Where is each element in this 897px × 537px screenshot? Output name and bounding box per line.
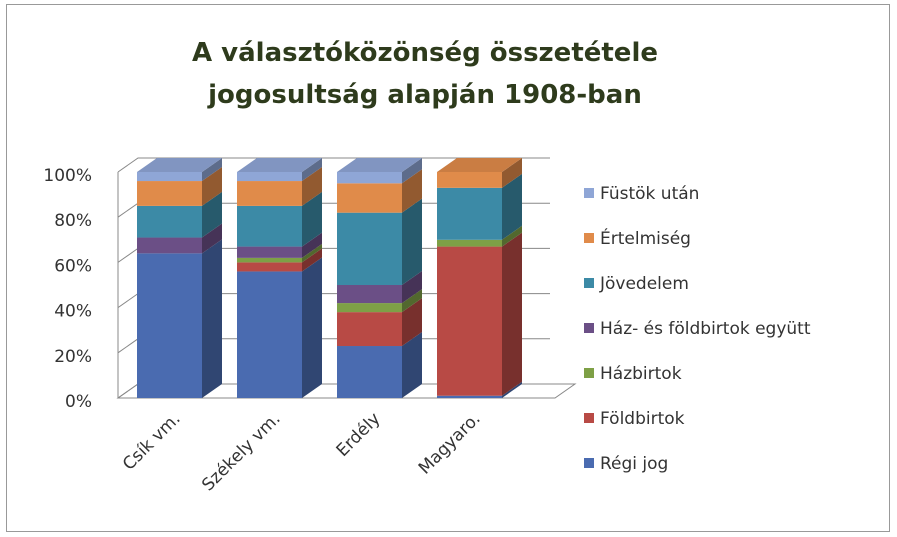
legend-swatch <box>584 188 594 198</box>
legend-label: Régi jog <box>600 454 668 474</box>
bar-segment <box>437 172 502 188</box>
bar-segment <box>437 395 502 398</box>
y-tick-label: 20% <box>54 347 92 367</box>
legend-swatch <box>584 368 594 378</box>
bar-side <box>502 225 522 247</box>
bar-segment <box>337 285 402 304</box>
bar-side <box>502 158 522 188</box>
bar-side <box>302 167 322 206</box>
bar-top <box>437 158 522 172</box>
bar-segment <box>437 187 502 240</box>
bar-side <box>302 158 322 182</box>
bar-side <box>202 223 222 254</box>
x-tick-label: Székely vm. <box>198 409 284 495</box>
bar-segment <box>437 239 502 247</box>
bar-segment <box>237 262 302 272</box>
chart-title: A választóközönség összetétele jogosults… <box>191 38 658 110</box>
legend-label: Füstök után <box>600 184 699 204</box>
x-tick-label: Csík vm. <box>119 409 185 475</box>
chart-frame <box>6 4 890 532</box>
bar-side <box>302 243 322 263</box>
bar-segment <box>337 303 402 313</box>
bar-side <box>402 158 422 184</box>
y-tick-label: 60% <box>54 256 92 276</box>
legend-swatch <box>584 233 594 243</box>
bar-side <box>402 332 422 398</box>
legend-label: Ház- és földbirtok együtt <box>600 319 811 339</box>
bar-top <box>137 158 222 172</box>
x-tick-label: Magyaro. <box>415 409 485 479</box>
bar-segment <box>237 172 302 182</box>
legend-label: Házbirtok <box>600 364 682 384</box>
y-tick-label: 100% <box>43 166 92 186</box>
bar-segment <box>137 237 202 254</box>
bar-segment <box>137 181 202 206</box>
bar-segment <box>137 253 202 398</box>
bar-segment <box>237 181 302 206</box>
bar-side <box>402 289 422 313</box>
legend-swatch <box>584 323 594 333</box>
bar-side <box>402 169 422 213</box>
bar-side <box>202 158 222 182</box>
bar-side <box>502 381 522 398</box>
y-tick-label: 80% <box>54 211 92 231</box>
bar-side <box>302 191 322 247</box>
bar-segment <box>237 257 302 263</box>
bar-side <box>402 298 422 347</box>
bar-side <box>302 232 322 258</box>
bar-segment <box>237 246 302 258</box>
bar-segment <box>237 271 302 398</box>
bar-side <box>502 232 522 396</box>
legend-swatch <box>584 413 594 423</box>
legend-swatch <box>584 278 594 288</box>
bar-side <box>202 239 222 398</box>
bar-side <box>402 271 422 304</box>
bar-segment <box>337 183 402 213</box>
bar-side <box>402 198 422 285</box>
bar-segment <box>137 205 202 238</box>
y-tick-label: 0% <box>65 392 92 412</box>
legend-label: Értelmiség <box>600 227 691 249</box>
bar-side <box>202 191 222 238</box>
bar-segment <box>437 246 502 396</box>
bar-top <box>237 158 322 172</box>
y-tick-label: 40% <box>54 302 92 322</box>
x-tick-label: Erdély <box>333 409 385 461</box>
bar-segment <box>337 212 402 285</box>
legend-label: Földbirtok <box>600 409 685 429</box>
bar-side <box>502 173 522 240</box>
bar-segment <box>237 205 302 247</box>
bar-segment <box>137 172 202 182</box>
legend-swatch <box>584 458 594 468</box>
floor <box>116 383 577 399</box>
legend-label: Jövedelem <box>599 274 689 294</box>
bar-side <box>302 257 322 398</box>
bar-segment <box>337 346 402 398</box>
bar-side <box>302 248 322 272</box>
bar-side <box>202 167 222 206</box>
bar-segment <box>337 312 402 347</box>
bar-top <box>337 158 422 172</box>
bar-segment <box>337 172 402 184</box>
